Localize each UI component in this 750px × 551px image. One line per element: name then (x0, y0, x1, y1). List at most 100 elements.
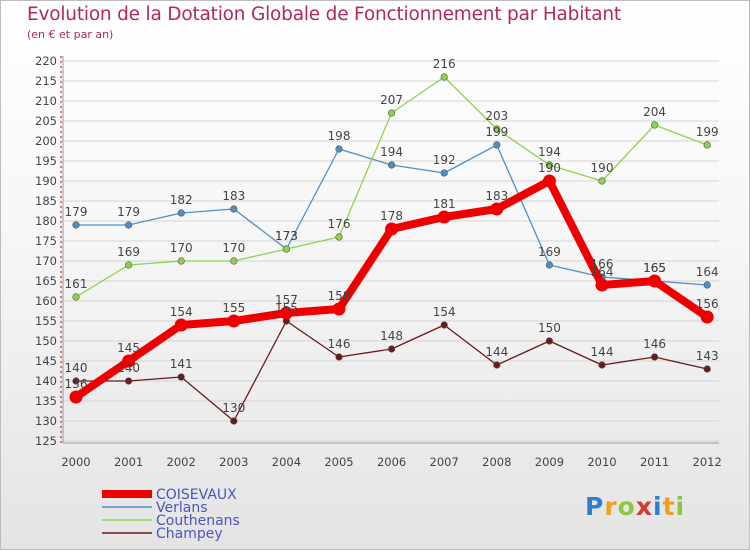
data-point-champey[interactable] (388, 345, 396, 353)
logo-letter: r (604, 492, 618, 521)
data-point-champey[interactable] (124, 377, 133, 385)
data-point-couthenans[interactable] (493, 125, 501, 133)
legend-label-champey: Champey (156, 526, 223, 542)
y-tick-label: 165 (35, 274, 57, 288)
data-label-coisevaux: 154 (170, 305, 193, 319)
data-point-verlans[interactable] (703, 281, 711, 289)
data-point-champey[interactable] (650, 353, 659, 361)
data-label-verlans: 166 (591, 257, 614, 271)
data-point-couthenans[interactable] (282, 245, 291, 253)
logo-letter: i (653, 492, 663, 521)
data-label-verlans: 179 (65, 205, 88, 219)
data-point-verlans[interactable] (545, 261, 554, 269)
data-point-couthenans[interactable] (545, 161, 554, 169)
data-point-coisevaux[interactable] (648, 274, 662, 288)
data-point-couthenans[interactable] (335, 233, 343, 241)
data-point-verlans[interactable] (177, 209, 185, 217)
data-point-champey[interactable] (72, 377, 80, 385)
data-label-champey: 130 (222, 401, 245, 415)
x-tick-label: 2005 (324, 455, 353, 469)
y-tick-label: 135 (35, 394, 57, 408)
x-tick-label: 2011 (640, 455, 669, 469)
data-label-champey: 144 (485, 345, 508, 359)
data-point-champey[interactable] (703, 365, 711, 373)
data-point-coisevaux[interactable] (122, 354, 136, 368)
data-label-verlans: 169 (538, 245, 561, 259)
data-point-verlans[interactable] (388, 161, 396, 169)
data-point-verlans[interactable] (230, 205, 238, 213)
data-point-verlans[interactable] (493, 141, 501, 149)
legend-label-coisevaux: COISEVAUX (156, 487, 237, 503)
data-label-champey: 140 (117, 361, 140, 375)
data-label-couthenans: 190 (591, 161, 614, 175)
data-point-couthenans[interactable] (598, 177, 606, 185)
data-point-verlans[interactable] (124, 221, 133, 229)
y-tick-label: 150 (35, 334, 57, 348)
data-label-coisevaux: 190 (538, 161, 561, 175)
data-point-champey[interactable] (440, 321, 448, 329)
data-point-couthenans[interactable] (124, 261, 133, 269)
y-tick-label: 195 (35, 154, 57, 168)
data-point-coisevaux[interactable] (332, 302, 346, 316)
logo-letter: t (662, 492, 676, 521)
data-label-verlans: 183 (222, 189, 245, 203)
data-point-couthenans[interactable] (72, 293, 80, 301)
x-tick-label: 2007 (430, 455, 459, 469)
data-point-coisevaux[interactable] (385, 222, 399, 236)
data-point-coisevaux[interactable] (700, 310, 714, 324)
data-point-verlans[interactable] (440, 169, 448, 177)
data-label-coisevaux: 156 (696, 297, 719, 311)
y-tick-label: 205 (35, 114, 57, 128)
data-point-champey[interactable] (598, 361, 606, 369)
data-point-couthenans[interactable] (440, 73, 448, 81)
data-label-verlans: 198 (328, 129, 351, 143)
data-point-champey[interactable] (177, 373, 185, 381)
data-point-couthenans[interactable] (388, 109, 396, 117)
data-label-coisevaux: 136 (65, 377, 88, 391)
data-point-coisevaux[interactable] (542, 174, 556, 188)
data-point-coisevaux[interactable] (227, 314, 241, 328)
data-label-coisevaux: 145 (117, 341, 140, 355)
data-label-verlans: 179 (117, 205, 140, 219)
x-tick-label: 2001 (114, 455, 143, 469)
data-point-couthenans[interactable] (650, 121, 659, 129)
y-tick-label: 170 (35, 254, 57, 268)
data-label-coisevaux: 165 (643, 261, 666, 275)
data-label-verlans: 182 (170, 193, 193, 207)
data-point-champey[interactable] (335, 353, 343, 361)
data-label-champey: 143 (696, 349, 719, 363)
data-point-champey[interactable] (493, 361, 501, 369)
legend-label-couthenans: Couthenans (156, 513, 240, 529)
data-point-coisevaux[interactable] (69, 390, 83, 404)
data-label-couthenans: 216 (433, 57, 456, 71)
y-tick-label: 130 (35, 414, 57, 428)
y-tick-label: 180 (35, 214, 57, 228)
data-label-champey: 141 (170, 357, 193, 371)
data-point-verlans[interactable] (335, 145, 343, 153)
data-label-verlans: 173 (275, 229, 298, 243)
data-label-champey: 146 (643, 337, 666, 351)
data-label-coisevaux: 155 (222, 301, 245, 315)
data-label-coisevaux: 178 (380, 209, 403, 223)
x-tick-label: 2009 (535, 455, 564, 469)
data-label-coisevaux: 157 (275, 293, 298, 307)
data-point-champey[interactable] (230, 417, 238, 425)
data-point-champey[interactable] (545, 337, 554, 345)
data-point-couthenans[interactable] (230, 257, 238, 265)
data-label-champey: 150 (538, 321, 561, 335)
x-tick-label: 2000 (61, 455, 90, 469)
data-label-verlans: 164 (696, 265, 719, 279)
x-tick-label: 2003 (219, 455, 248, 469)
y-tick-label: 175 (35, 234, 57, 248)
data-point-verlans[interactable] (72, 221, 80, 229)
data-point-coisevaux[interactable] (490, 202, 504, 216)
data-point-coisevaux[interactable] (595, 278, 609, 292)
data-point-coisevaux[interactable] (437, 210, 451, 224)
data-point-couthenans[interactable] (703, 141, 711, 149)
data-point-coisevaux[interactable] (279, 306, 293, 320)
data-point-couthenans[interactable] (177, 257, 185, 265)
data-point-coisevaux[interactable] (174, 318, 188, 332)
data-label-coisevaux: 181 (433, 197, 456, 211)
data-label-couthenans: 194 (538, 145, 561, 159)
